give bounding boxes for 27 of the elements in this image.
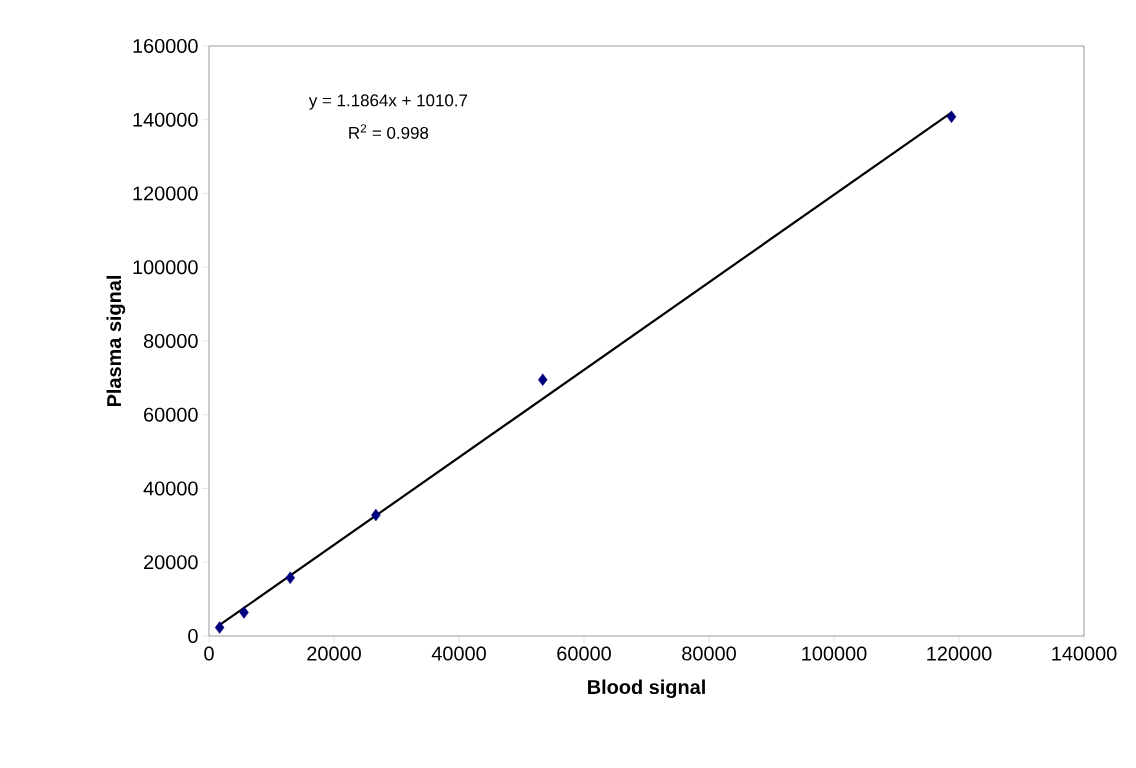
- x-tick-label: 60000: [557, 646, 611, 661]
- x-tick-label: 100000: [802, 646, 867, 661]
- point: [946, 110, 957, 123]
- y-tick-label: 20000: [144, 555, 198, 570]
- point: [285, 571, 295, 584]
- annotation: R$^{2}$ = 0.998: [349, 124, 429, 139]
- x-tick-label: 20000: [307, 646, 361, 661]
- y-tick-label: 60000: [144, 407, 198, 422]
- y-tick-label: 120000: [133, 186, 198, 201]
- x-axis-title: Blood signal: [588, 679, 705, 699]
- y-axis-title: Plasma signal: [106, 275, 126, 407]
- x-tick-label: 120000: [927, 646, 992, 661]
- y-tick-label: 80000: [143, 333, 198, 349]
- y-tick-label: 40000: [143, 481, 198, 496]
- point: [371, 508, 381, 522]
- x-tick-label: 0: [204, 646, 214, 661]
- point: [538, 373, 548, 386]
- y-tick-label: 0: [188, 628, 198, 644]
- x-tick-label: 80000: [682, 646, 736, 661]
- y-tick-label: 100000: [133, 260, 198, 275]
- x-tick-label: 40000: [431, 646, 486, 661]
- point: [214, 621, 225, 634]
- annotation: y = 1.1864x + 1010.7: [308, 94, 468, 110]
- point: [239, 606, 249, 619]
- y-tick-label: 140000: [133, 112, 198, 127]
- x-tick-label: 140000: [1052, 646, 1117, 661]
- y-tick-label: 160000: [133, 38, 198, 54]
